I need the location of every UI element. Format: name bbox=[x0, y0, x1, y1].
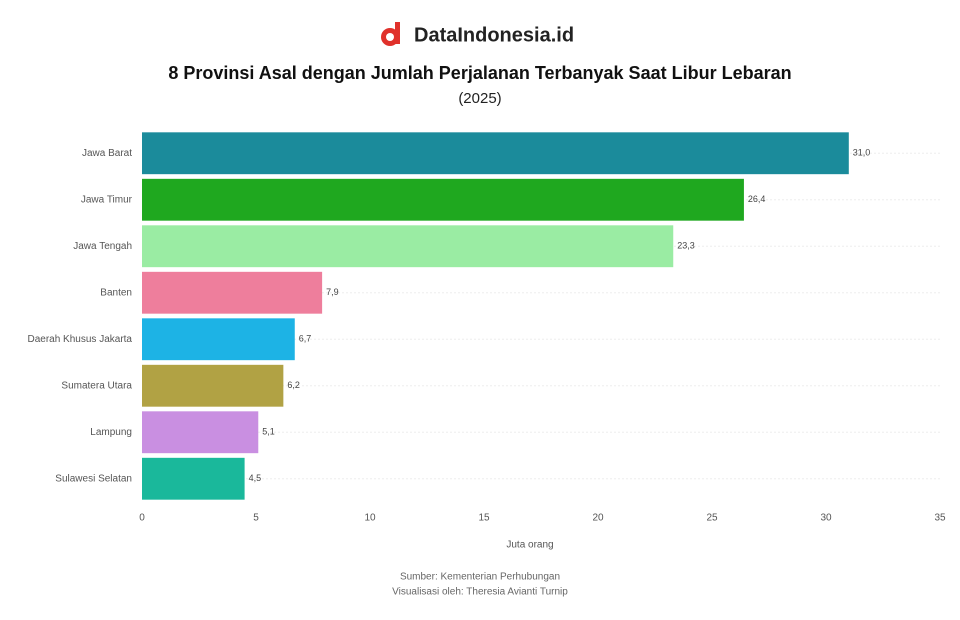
bar bbox=[142, 364, 284, 407]
x-tick-label: 10 bbox=[364, 513, 376, 524]
brand-name: DataIndonesia.id bbox=[414, 24, 574, 46]
y-tick-label: Lampung bbox=[90, 427, 132, 438]
value-label: 23,3 bbox=[677, 241, 695, 251]
x-tick-label: 35 bbox=[934, 513, 946, 524]
y-tick-label: Sumatera Utara bbox=[61, 380, 132, 391]
x-tick-label: 25 bbox=[706, 513, 718, 524]
value-label: 26,4 bbox=[748, 194, 766, 204]
bar bbox=[142, 318, 295, 361]
y-tick-label: Jawa Tengah bbox=[73, 241, 132, 252]
value-label: 31,0 bbox=[853, 148, 871, 158]
bar bbox=[142, 132, 849, 175]
bar bbox=[142, 225, 674, 268]
value-label: 6,7 bbox=[299, 334, 312, 344]
bar bbox=[142, 457, 245, 500]
bar bbox=[142, 271, 323, 314]
footer-source: Sumber: Kementerian Perhubungan bbox=[400, 572, 560, 583]
bar bbox=[142, 411, 259, 454]
x-tick-label: 0 bbox=[139, 513, 145, 524]
value-label: 7,9 bbox=[326, 287, 339, 297]
x-axis-title: Juta orang bbox=[506, 540, 553, 551]
x-tick-label: 30 bbox=[820, 513, 832, 524]
bar bbox=[142, 178, 744, 221]
chart-title: 8 Provinsi Asal dengan Jumlah Perjalanan… bbox=[168, 63, 791, 83]
x-tick-label: 15 bbox=[478, 513, 490, 524]
brand-logo bbox=[381, 22, 400, 46]
x-tick-label: 5 bbox=[253, 513, 259, 524]
y-tick-label: Jawa Timur bbox=[81, 194, 133, 205]
value-label: 4,5 bbox=[249, 473, 262, 483]
chart-subtitle: (2025) bbox=[458, 90, 501, 107]
y-tick-label: Jawa Barat bbox=[82, 148, 132, 159]
footer-credit: Visualisasi oleh: Theresia Avianti Turni… bbox=[392, 587, 568, 598]
value-label: 5,1 bbox=[262, 427, 275, 437]
y-tick-label: Daerah Khusus Jakarta bbox=[27, 334, 132, 345]
y-tick-label: Sulawesi Selatan bbox=[55, 473, 132, 484]
value-label: 6,2 bbox=[287, 380, 300, 390]
x-tick-label: 20 bbox=[592, 513, 604, 524]
y-tick-label: Banten bbox=[100, 287, 132, 298]
